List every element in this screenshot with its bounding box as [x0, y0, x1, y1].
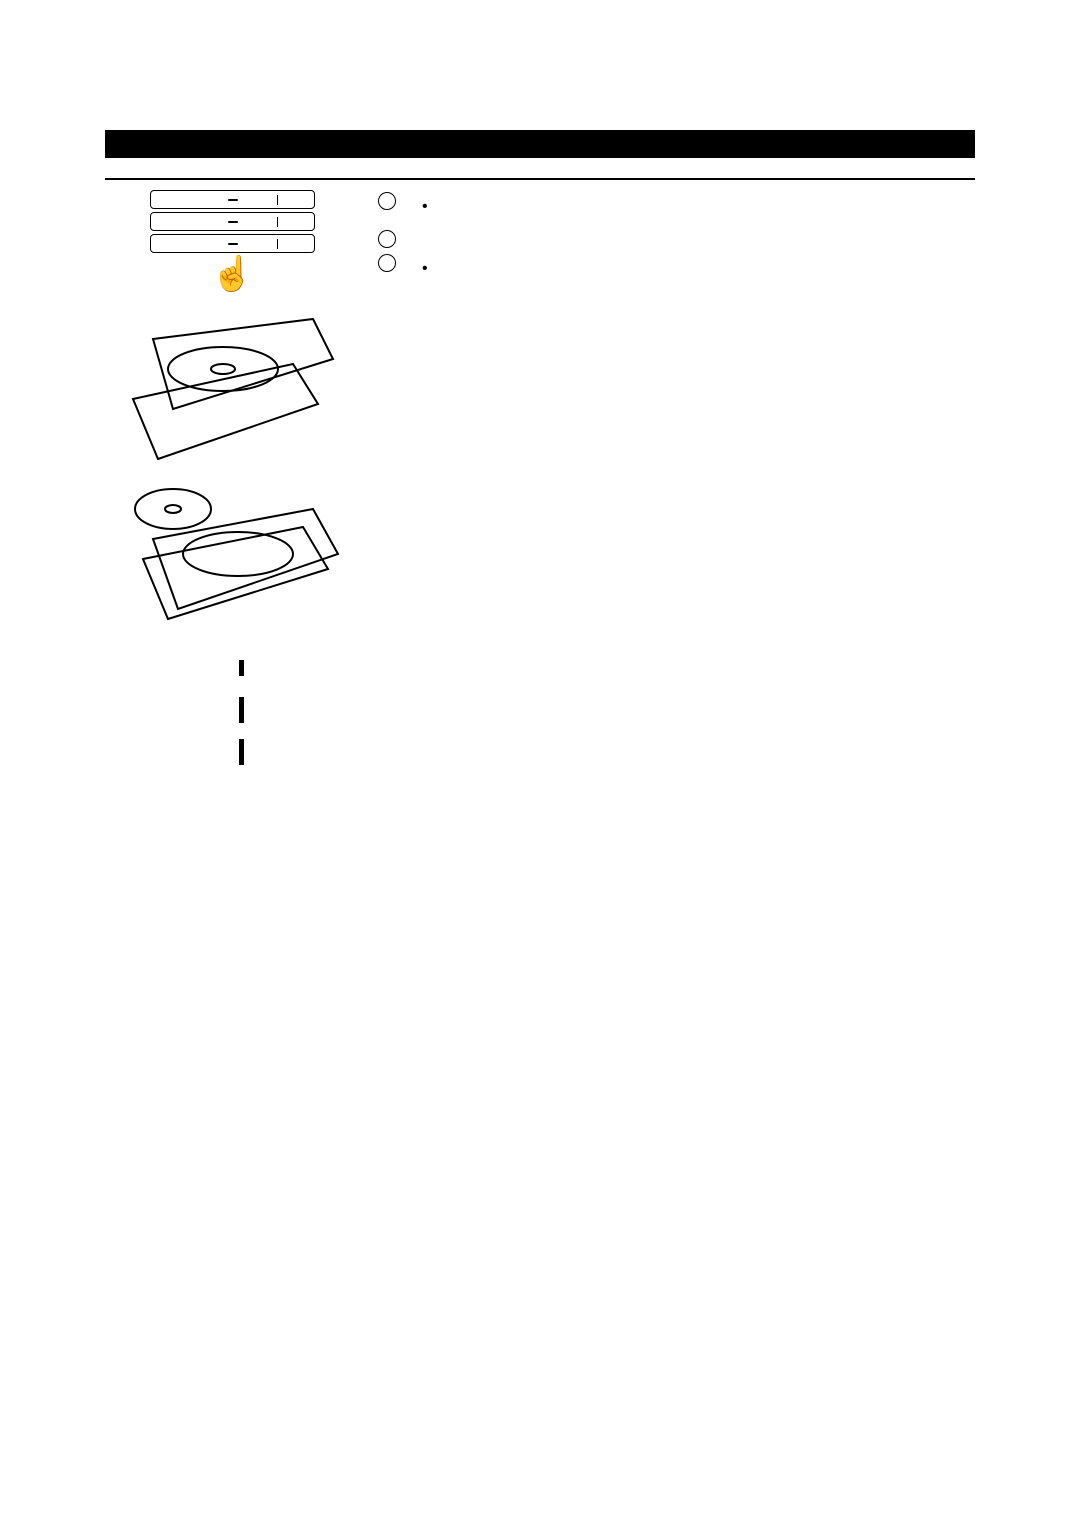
- step-1: •: [378, 190, 975, 220]
- cd1-label: [228, 243, 238, 245]
- page-footer: [105, 1450, 109, 1472]
- displayed-info-section: [105, 647, 975, 773]
- step-2-body: [404, 228, 975, 248]
- horizontal-rule: [105, 178, 975, 180]
- illustration-column: ☝: [105, 190, 360, 629]
- bullet-icon: •: [422, 260, 428, 278]
- page-title-bar: [105, 130, 975, 158]
- step-1-body: •: [404, 190, 975, 220]
- steps-column: •: [378, 190, 975, 629]
- cd-buttons-figure: ☝: [150, 190, 315, 291]
- display-panel: [195, 647, 575, 773]
- progress-bar-icon: [239, 660, 244, 676]
- display-row-3: [195, 731, 575, 773]
- progress-bar-icon: [239, 697, 244, 723]
- hand-pointer-icon: ☝: [150, 257, 315, 291]
- display-row-2: [195, 689, 575, 731]
- tray-with-disc-figure: [123, 469, 343, 629]
- bullet-icon: •: [422, 198, 428, 216]
- step-3: •: [378, 252, 975, 282]
- step-3-bullet: •: [422, 260, 975, 278]
- display-readout-figure: [195, 647, 975, 773]
- step-number: [378, 254, 396, 272]
- step-number: [378, 230, 396, 248]
- cd2-button-row: [150, 212, 315, 231]
- step-number: [378, 192, 396, 210]
- display-row-1: [195, 647, 575, 689]
- step-3-body: •: [404, 252, 975, 282]
- cd3-label: [228, 199, 238, 201]
- tray-open-figure: [123, 309, 343, 469]
- steps-layout: ☝: [105, 190, 975, 629]
- progress-bar-icon: [239, 739, 244, 765]
- cd3-button-row: [150, 190, 315, 209]
- step-1-bullet: •: [422, 198, 975, 216]
- step-2: [378, 228, 975, 248]
- cd2-label: [228, 221, 238, 223]
- cd1-button-row: [150, 234, 315, 253]
